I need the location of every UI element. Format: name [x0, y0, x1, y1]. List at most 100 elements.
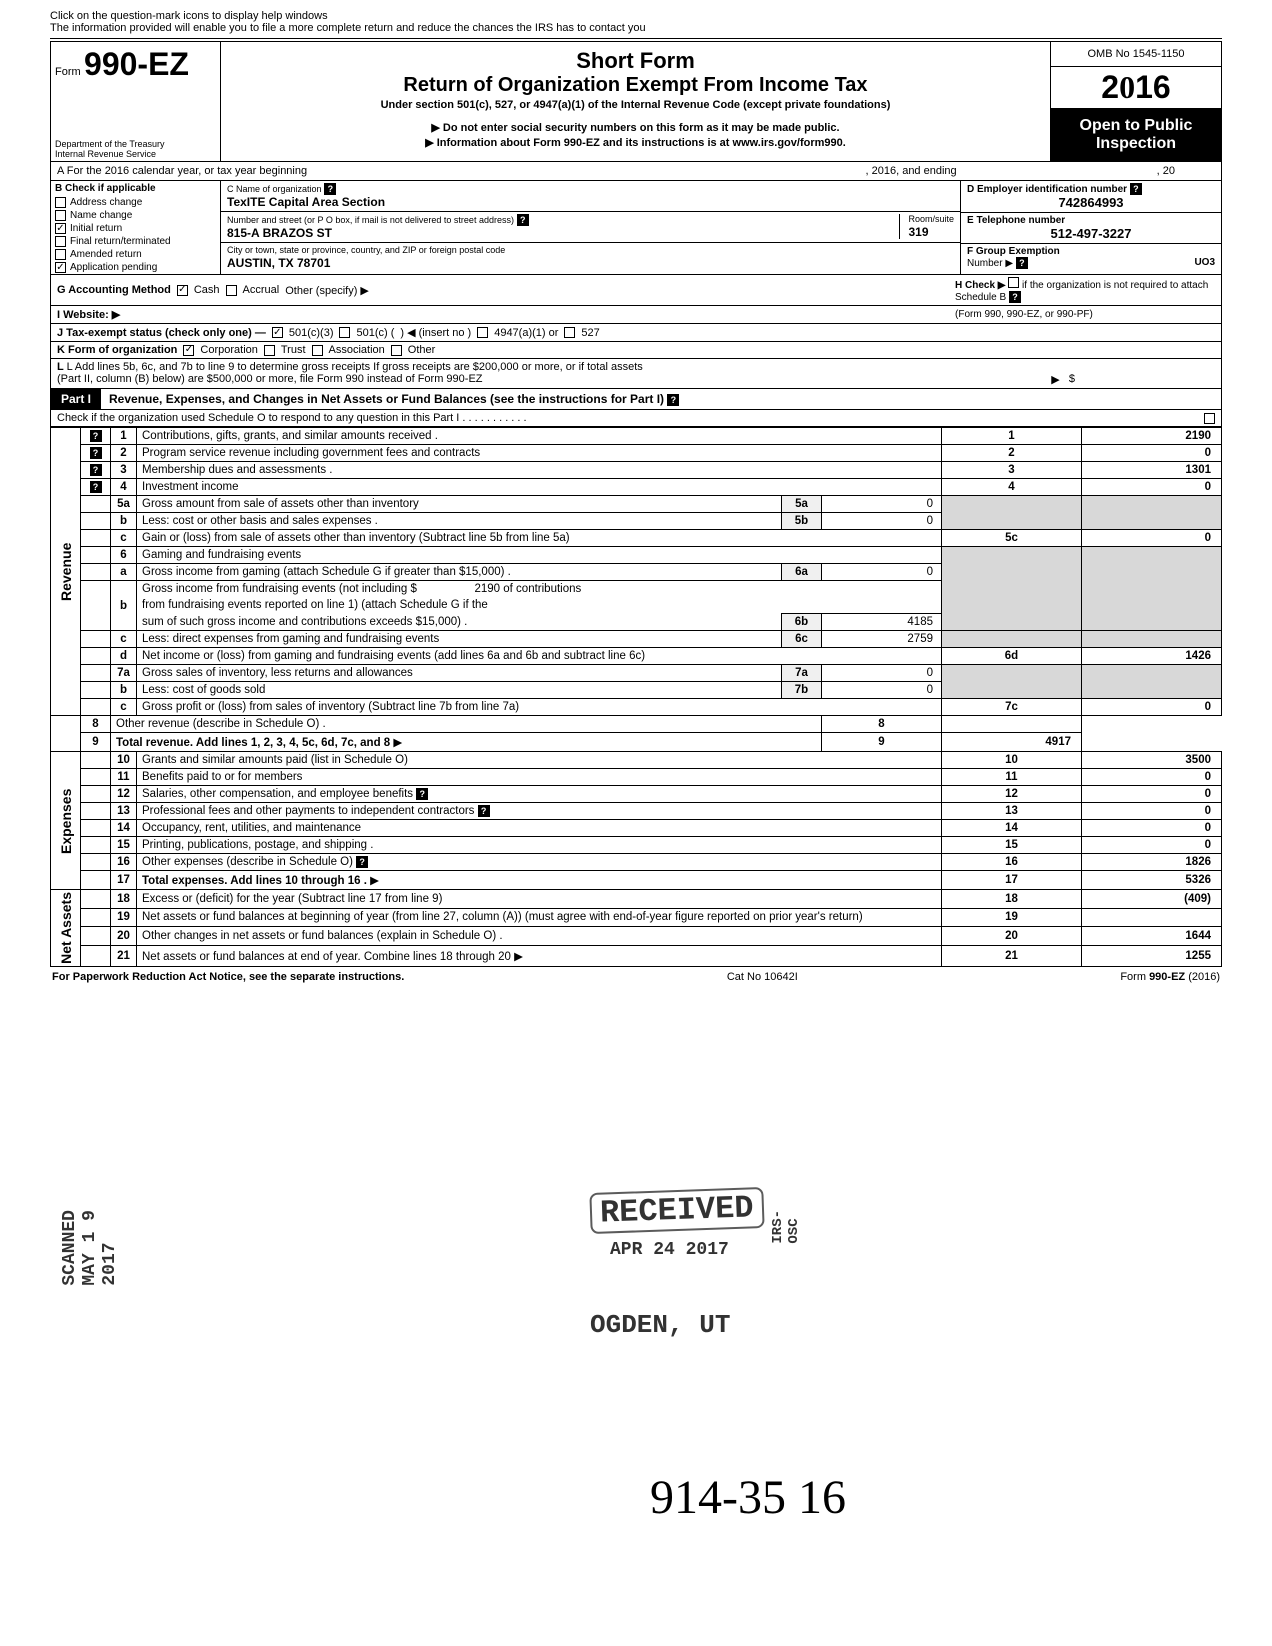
y0: 0	[1119, 69, 1135, 105]
help-icon[interactable]: ?	[90, 481, 102, 493]
k-corp: Corporation	[200, 344, 257, 356]
b4: Amended return	[70, 249, 142, 260]
rn: 20	[942, 927, 1082, 946]
row-19: 19Net assets or fund balances at beginni…	[51, 908, 1222, 927]
header-right: OMB No 1545-1150 2016 Open to Public Ins…	[1051, 42, 1221, 161]
d-ein-row: D Employer identification number ? 74286…	[961, 181, 1221, 213]
help-icon[interactable]: ?	[1130, 183, 1142, 195]
mv: 0	[822, 682, 942, 699]
f-num: UO3	[1194, 257, 1215, 268]
b-initial[interactable]: ✓Initial return	[51, 222, 220, 235]
d: Professional fees and other payments to …	[142, 805, 474, 817]
row-5a: 5aGross amount from sale of assets other…	[51, 496, 1222, 513]
h-chk[interactable]	[1008, 277, 1019, 288]
rn: 11	[942, 769, 1082, 786]
g-accr-chk[interactable]	[226, 285, 237, 296]
rv: 0	[1082, 837, 1222, 854]
n: 4	[111, 479, 137, 496]
d: Less: direct expenses from gaming and fu…	[142, 633, 439, 645]
j-527-chk[interactable]	[564, 327, 575, 338]
mn: 6b	[782, 614, 822, 631]
p1chk[interactable]	[1204, 413, 1215, 424]
rv: 1826	[1082, 854, 1222, 871]
help-icon[interactable]: ?	[90, 447, 102, 459]
row-3: ?3Membership dues and assessments .31301	[51, 462, 1222, 479]
j-501c-chk[interactable]	[339, 327, 350, 338]
b-final[interactable]: Final return/terminated	[51, 235, 220, 248]
side-expenses: Expenses	[51, 752, 81, 890]
k-assoc-chk[interactable]	[312, 345, 323, 356]
j-501c3-chk[interactable]: ✓	[272, 327, 283, 338]
rv: 0	[1082, 820, 1222, 837]
rn: 17	[942, 871, 1082, 890]
k-trust-chk[interactable]	[264, 345, 275, 356]
help-icon[interactable]: ?	[324, 183, 336, 195]
k-other-chk[interactable]	[391, 345, 402, 356]
k-lbl: K Form of organization	[57, 344, 177, 356]
mn: 6c	[782, 631, 822, 648]
help-icon[interactable]: ?	[667, 394, 679, 406]
mv: 2759	[822, 631, 942, 648]
help-icon[interactable]: ?	[356, 856, 368, 868]
c-name-row: C Name of organization ? TexITE Capital …	[221, 181, 960, 212]
n: 5a	[111, 496, 137, 513]
j-4947-chk[interactable]	[477, 327, 488, 338]
n: 15	[111, 837, 137, 854]
d: Net assets or fund balances at end of ye…	[142, 951, 511, 963]
b-app-pending[interactable]: ✓Application pending	[51, 261, 220, 274]
k-trust: Trust	[281, 344, 306, 356]
mn: 5b	[782, 513, 822, 530]
k-other: Other	[408, 344, 436, 356]
dv: 2190	[420, 583, 500, 595]
d: Gross profit or (loss) from sales of inv…	[142, 701, 519, 713]
e-lbl: E Telephone number	[967, 215, 1065, 226]
help-icon[interactable]: ?	[1016, 257, 1028, 269]
rn: 2	[942, 445, 1082, 462]
help-icon[interactable]: ?	[90, 464, 102, 476]
line-a-start: A For the 2016 calendar year, or tax yea…	[57, 165, 307, 177]
rn: 6d	[942, 648, 1082, 665]
part1-txt: Revenue, Expenses, and Changes in Net As…	[101, 389, 1221, 409]
rn: 9	[822, 733, 942, 752]
footer-right: Form 990-EZ (2016)	[1120, 971, 1220, 983]
b0: Address change	[70, 197, 142, 208]
addr-val: 815-A BRAZOS ST	[227, 226, 332, 240]
d: Benefits paid to or for members	[142, 771, 302, 783]
stamp-ogden: OGDEN, UT	[590, 1310, 730, 1340]
d: Total revenue. Add lines 1, 2, 3, 4, 5c,…	[116, 737, 390, 749]
y2: 16	[1135, 69, 1171, 105]
mv: 4185	[822, 614, 942, 631]
help-icon[interactable]: ?	[1009, 291, 1021, 303]
footer: For Paperwork Reduction Act Notice, see …	[50, 967, 1222, 987]
b-amended[interactable]: Amended return	[51, 248, 220, 261]
d: Gain or (loss) from sale of assets other…	[142, 532, 570, 544]
n: 20	[111, 927, 137, 946]
h-block: H Check ▶ if the organization is not req…	[955, 277, 1215, 303]
d: Program service revenue including govern…	[142, 447, 480, 459]
rv: (409)	[1082, 890, 1222, 909]
b-name-change[interactable]: Name change	[51, 209, 220, 222]
f-lbl: F Group Exemption	[967, 246, 1060, 257]
n: 14	[111, 820, 137, 837]
help-icon[interactable]: ?	[90, 430, 102, 442]
d: Gross sales of inventory, less returns a…	[142, 667, 413, 679]
rn: 4	[942, 479, 1082, 496]
help-icon[interactable]: ?	[416, 788, 428, 800]
b-header: B Check if applicable	[51, 181, 220, 196]
rv: 1255	[1082, 945, 1222, 966]
b2: Initial return	[70, 223, 122, 234]
d: Total expenses. Add lines 10 through 16 …	[142, 875, 367, 887]
k-corp-chk[interactable]: ✓	[183, 345, 194, 356]
n: d	[111, 648, 137, 665]
help-icon[interactable]: ?	[517, 214, 529, 226]
g-cash-chk[interactable]: ✓	[177, 285, 188, 296]
help-icon[interactable]: ?	[478, 805, 490, 817]
rv: 0	[1082, 530, 1222, 547]
n: 12	[111, 786, 137, 803]
mv: 0	[822, 564, 942, 581]
b-addr-change[interactable]: Address change	[51, 196, 220, 209]
p1t: Revenue, Expenses, and Changes in Net As…	[109, 392, 664, 406]
c-addr-row: Room/suite319 Number and street (or P O …	[221, 212, 960, 243]
d: Excess or (deficit) for the year (Subtra…	[142, 893, 442, 905]
rv: 0	[1082, 699, 1222, 716]
